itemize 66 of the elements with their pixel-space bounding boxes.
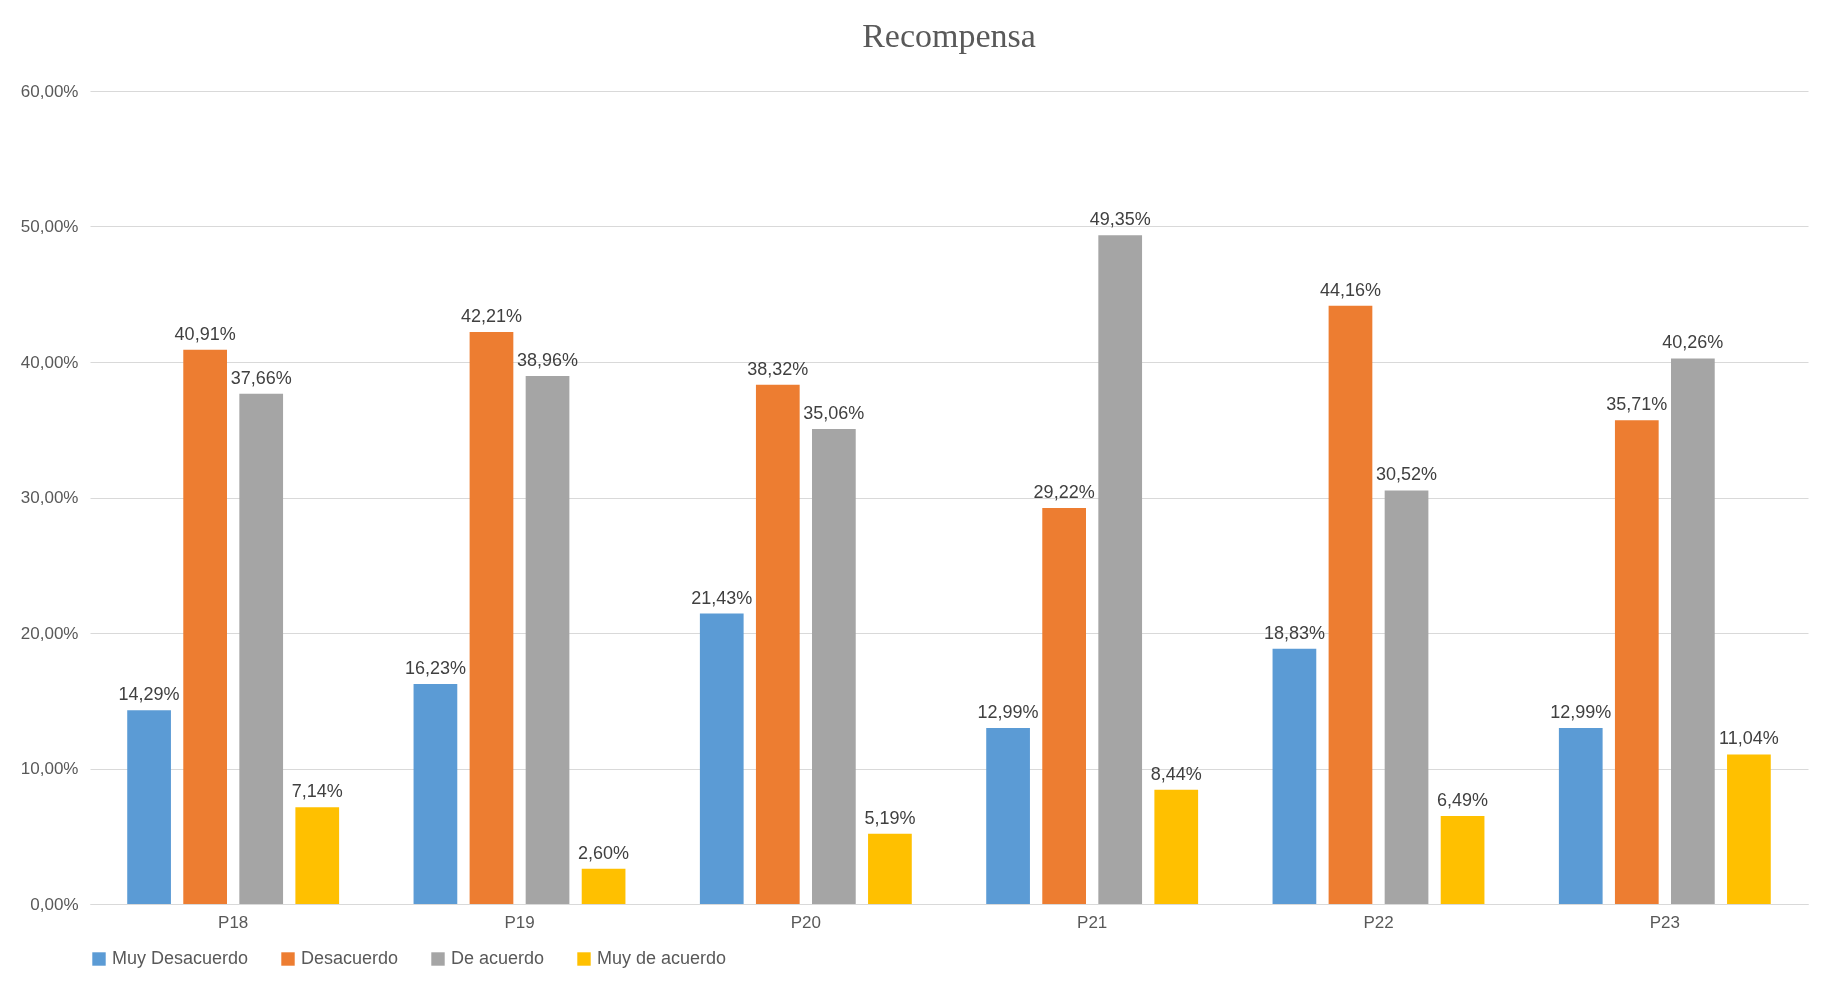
data-label: 7,14% xyxy=(291,781,343,802)
bar xyxy=(1727,754,1771,904)
x-tick-label: P20 xyxy=(790,912,821,932)
y-tick-label: 50,00% xyxy=(20,217,79,236)
data-label: 44,16% xyxy=(1319,279,1381,300)
bar xyxy=(1328,305,1373,904)
data-label: 35,06% xyxy=(803,402,865,423)
data-label: 42,21% xyxy=(460,306,522,327)
bar xyxy=(1558,727,1603,904)
data-label: 30,52% xyxy=(1376,464,1438,485)
bar xyxy=(868,833,912,904)
data-label: 40,91% xyxy=(174,323,236,344)
bar xyxy=(1098,235,1143,904)
legend-label: Muy de acuerdo xyxy=(597,948,727,968)
data-label: 16,23% xyxy=(404,658,466,679)
data-label: 2,60% xyxy=(578,842,630,863)
data-label: 5,19% xyxy=(864,807,916,828)
bar xyxy=(1272,648,1317,904)
x-tick-label: P18 xyxy=(218,912,249,932)
bar xyxy=(1440,816,1485,904)
y-tick-label: 60,00% xyxy=(20,81,79,101)
legend-label: Muy Desacuerdo xyxy=(112,948,249,968)
bar xyxy=(755,384,800,904)
bar xyxy=(127,710,171,904)
bar xyxy=(699,613,744,904)
data-label: 14,29% xyxy=(118,684,180,705)
data-label: 37,66% xyxy=(230,367,292,388)
x-tick-label: P19 xyxy=(504,912,535,932)
x-tick-label: P21 xyxy=(1077,912,1108,932)
bar xyxy=(469,332,514,904)
legend-label: De acuerdo xyxy=(451,948,545,968)
bar xyxy=(1614,420,1659,904)
data-label: 12,99% xyxy=(977,701,1039,722)
legend-label: Desacuerdo xyxy=(301,948,399,968)
data-label: 38,32% xyxy=(747,358,809,379)
bar xyxy=(413,684,458,904)
x-tick-label: P22 xyxy=(1363,912,1394,932)
bar xyxy=(1154,789,1199,904)
y-tick-label: 40,00% xyxy=(20,352,79,372)
bar xyxy=(1671,358,1715,904)
data-label: 29,22% xyxy=(1033,482,1095,503)
bar xyxy=(525,376,570,904)
y-tick-label: 0,00% xyxy=(30,894,79,914)
bar xyxy=(986,727,1030,904)
data-label: 35,71% xyxy=(1606,394,1668,415)
bar xyxy=(581,868,626,904)
bar xyxy=(812,428,856,904)
data-label: 49,35% xyxy=(1089,209,1151,230)
y-tick-label: 30,00% xyxy=(20,488,79,507)
bar xyxy=(1042,508,1086,904)
bar xyxy=(239,393,284,904)
bar xyxy=(183,349,227,904)
data-label: 18,83% xyxy=(1263,622,1325,643)
y-tick-label: 10,00% xyxy=(20,759,79,778)
data-label: 11,04% xyxy=(1719,728,1779,749)
data-label: 21,43% xyxy=(691,587,753,608)
data-label: 8,44% xyxy=(1150,763,1202,784)
y-tick-label: 20,00% xyxy=(20,623,79,643)
bar xyxy=(1384,490,1429,904)
x-tick-label: P23 xyxy=(1649,912,1680,932)
data-label: 40,26% xyxy=(1662,332,1724,353)
data-label: 12,99% xyxy=(1550,701,1612,722)
chart-title: Recompensa xyxy=(862,17,1036,54)
data-label: 38,96% xyxy=(517,350,579,371)
bar xyxy=(295,807,340,904)
data-label: 6,49% xyxy=(1437,790,1489,811)
